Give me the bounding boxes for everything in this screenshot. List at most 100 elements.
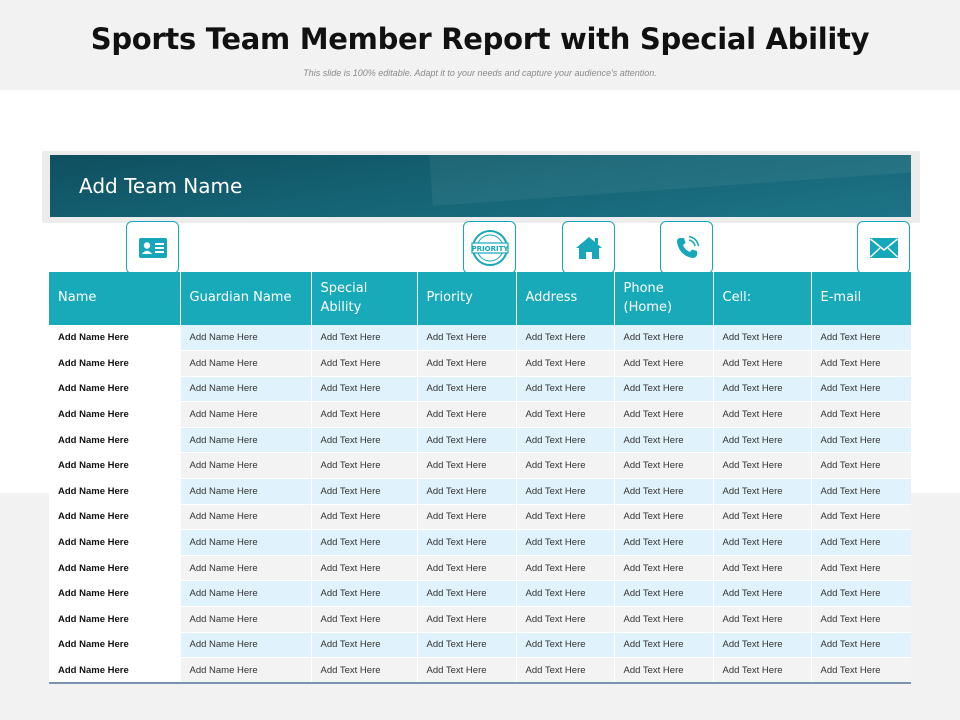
table-cell[interactable]: Add Text Here bbox=[516, 376, 615, 403]
table-cell[interactable]: Add Text Here bbox=[811, 325, 911, 352]
table-cell[interactable]: Add Name Here bbox=[180, 555, 312, 582]
table-cell[interactable]: Add Text Here bbox=[614, 580, 714, 608]
table-cell[interactable]: Add Text Here bbox=[614, 376, 714, 403]
table-cell[interactable]: Add Text Here bbox=[614, 504, 714, 531]
table-cell[interactable]: Add Name Here bbox=[180, 452, 312, 480]
table-cell[interactable]: Add Text Here bbox=[614, 452, 714, 480]
table-cell[interactable]: Add Text Here bbox=[614, 657, 714, 685]
member-name-cell[interactable]: Add Name Here bbox=[49, 452, 181, 480]
slide-subtitle[interactable]: This slide is 100% editable. Adapt it to… bbox=[303, 68, 657, 78]
table-cell[interactable]: Add Text Here bbox=[417, 504, 517, 531]
table-cell[interactable]: Add Text Here bbox=[311, 350, 418, 377]
table-cell[interactable]: Add Text Here bbox=[811, 350, 911, 377]
table-cell[interactable]: Add Text Here bbox=[417, 427, 517, 454]
table-cell[interactable]: Add Text Here bbox=[614, 555, 714, 582]
table-cell[interactable]: Add Name Here bbox=[180, 376, 312, 403]
table-cell[interactable]: Add Text Here bbox=[417, 350, 517, 377]
table-cell[interactable]: Add Text Here bbox=[713, 478, 812, 505]
table-cell[interactable]: Add Text Here bbox=[713, 401, 812, 428]
table-cell[interactable]: Add Text Here bbox=[417, 478, 517, 505]
table-cell[interactable]: Add Text Here bbox=[516, 350, 615, 377]
table-cell[interactable]: Add Text Here bbox=[311, 325, 418, 352]
table-cell[interactable]: Add Text Here bbox=[417, 580, 517, 608]
table-cell[interactable]: Add Text Here bbox=[311, 529, 418, 556]
table-cell[interactable]: Add Text Here bbox=[811, 632, 911, 659]
table-cell[interactable]: Add Text Here bbox=[713, 504, 812, 531]
column-header[interactable]: Phone (Home) bbox=[614, 272, 714, 325]
table-cell[interactable]: Add Text Here bbox=[713, 606, 812, 633]
member-name-cell[interactable]: Add Name Here bbox=[49, 606, 181, 633]
table-cell[interactable]: Add Text Here bbox=[614, 350, 714, 377]
table-cell[interactable]: Add Text Here bbox=[516, 401, 615, 428]
table-cell[interactable]: Add Text Here bbox=[811, 529, 911, 556]
table-cell[interactable]: Add Name Here bbox=[180, 606, 312, 633]
member-name-cell[interactable]: Add Name Here bbox=[49, 580, 181, 608]
team-name-text[interactable]: Add Team Name bbox=[79, 174, 243, 198]
table-cell[interactable]: Add Text Here bbox=[614, 325, 714, 352]
table-cell[interactable]: Add Text Here bbox=[811, 657, 911, 685]
member-name-cell[interactable]: Add Name Here bbox=[49, 350, 181, 377]
table-cell[interactable]: Add Text Here bbox=[713, 350, 812, 377]
table-cell[interactable]: Add Text Here bbox=[417, 555, 517, 582]
table-cell[interactable]: Add Text Here bbox=[516, 452, 615, 480]
table-cell[interactable]: Add Text Here bbox=[811, 504, 911, 531]
table-cell[interactable]: Add Text Here bbox=[713, 580, 812, 608]
column-header[interactable]: Cell: bbox=[713, 272, 812, 325]
table-cell[interactable]: Add Text Here bbox=[516, 325, 615, 352]
table-cell[interactable]: Add Text Here bbox=[713, 427, 812, 454]
table-cell[interactable]: Add Text Here bbox=[811, 555, 911, 582]
column-header[interactable]: Guardian Name bbox=[180, 272, 312, 325]
table-cell[interactable]: Add Text Here bbox=[811, 452, 911, 480]
table-cell[interactable]: Add Text Here bbox=[417, 325, 517, 352]
table-cell[interactable]: Add Text Here bbox=[417, 529, 517, 556]
table-cell[interactable]: Add Text Here bbox=[417, 657, 517, 685]
table-cell[interactable]: Add Text Here bbox=[516, 478, 615, 505]
table-cell[interactable]: Add Name Here bbox=[180, 632, 312, 659]
table-cell[interactable]: Add Text Here bbox=[417, 401, 517, 428]
member-name-cell[interactable]: Add Name Here bbox=[49, 401, 181, 428]
table-cell[interactable]: Add Text Here bbox=[311, 555, 418, 582]
table-cell[interactable]: Add Text Here bbox=[713, 657, 812, 685]
table-cell[interactable]: Add Text Here bbox=[811, 376, 911, 403]
table-cell[interactable]: Add Text Here bbox=[811, 478, 911, 505]
column-header[interactable]: Name bbox=[49, 272, 181, 325]
table-cell[interactable]: Add Name Here bbox=[180, 504, 312, 531]
table-cell[interactable]: Add Name Here bbox=[180, 580, 312, 608]
table-cell[interactable]: Add Text Here bbox=[311, 580, 418, 608]
table-cell[interactable]: Add Name Here bbox=[180, 350, 312, 377]
table-cell[interactable]: Add Text Here bbox=[516, 529, 615, 556]
table-cell[interactable]: Add Text Here bbox=[311, 632, 418, 659]
table-cell[interactable]: Add Text Here bbox=[614, 606, 714, 633]
member-name-cell[interactable]: Add Name Here bbox=[49, 325, 181, 352]
column-header[interactable]: Address bbox=[516, 272, 615, 325]
column-header[interactable]: Special Ability bbox=[311, 272, 418, 325]
table-cell[interactable]: Add Name Here bbox=[180, 529, 312, 556]
table-cell[interactable]: Add Text Here bbox=[614, 529, 714, 556]
table-cell[interactable]: Add Text Here bbox=[713, 452, 812, 480]
slide-title[interactable]: Sports Team Member Report with Special A… bbox=[90, 22, 870, 56]
member-name-cell[interactable]: Add Name Here bbox=[49, 504, 181, 531]
table-cell[interactable]: Add Text Here bbox=[516, 632, 615, 659]
member-name-cell[interactable]: Add Name Here bbox=[49, 555, 181, 582]
member-name-cell[interactable]: Add Name Here bbox=[49, 478, 181, 505]
column-header[interactable]: Priority bbox=[417, 272, 517, 325]
table-cell[interactable]: Add Text Here bbox=[417, 452, 517, 480]
table-cell[interactable]: Add Name Here bbox=[180, 657, 312, 685]
table-cell[interactable]: Add Text Here bbox=[311, 452, 418, 480]
table-cell[interactable]: Add Text Here bbox=[713, 632, 812, 659]
table-cell[interactable]: Add Text Here bbox=[516, 580, 615, 608]
member-name-cell[interactable]: Add Name Here bbox=[49, 376, 181, 403]
table-cell[interactable]: Add Text Here bbox=[417, 606, 517, 633]
table-cell[interactable]: Add Text Here bbox=[516, 555, 615, 582]
table-cell[interactable]: Add Text Here bbox=[811, 401, 911, 428]
table-cell[interactable]: Add Text Here bbox=[311, 478, 418, 505]
table-cell[interactable]: Add Text Here bbox=[417, 376, 517, 403]
table-cell[interactable]: Add Text Here bbox=[311, 376, 418, 403]
table-cell[interactable]: Add Text Here bbox=[516, 427, 615, 454]
table-cell[interactable]: Add Text Here bbox=[614, 478, 714, 505]
table-cell[interactable]: Add Text Here bbox=[713, 325, 812, 352]
table-cell[interactable]: Add Text Here bbox=[311, 606, 418, 633]
table-cell[interactable]: Add Text Here bbox=[311, 504, 418, 531]
table-cell[interactable]: Add Name Here bbox=[180, 427, 312, 454]
table-cell[interactable]: Add Text Here bbox=[311, 427, 418, 454]
